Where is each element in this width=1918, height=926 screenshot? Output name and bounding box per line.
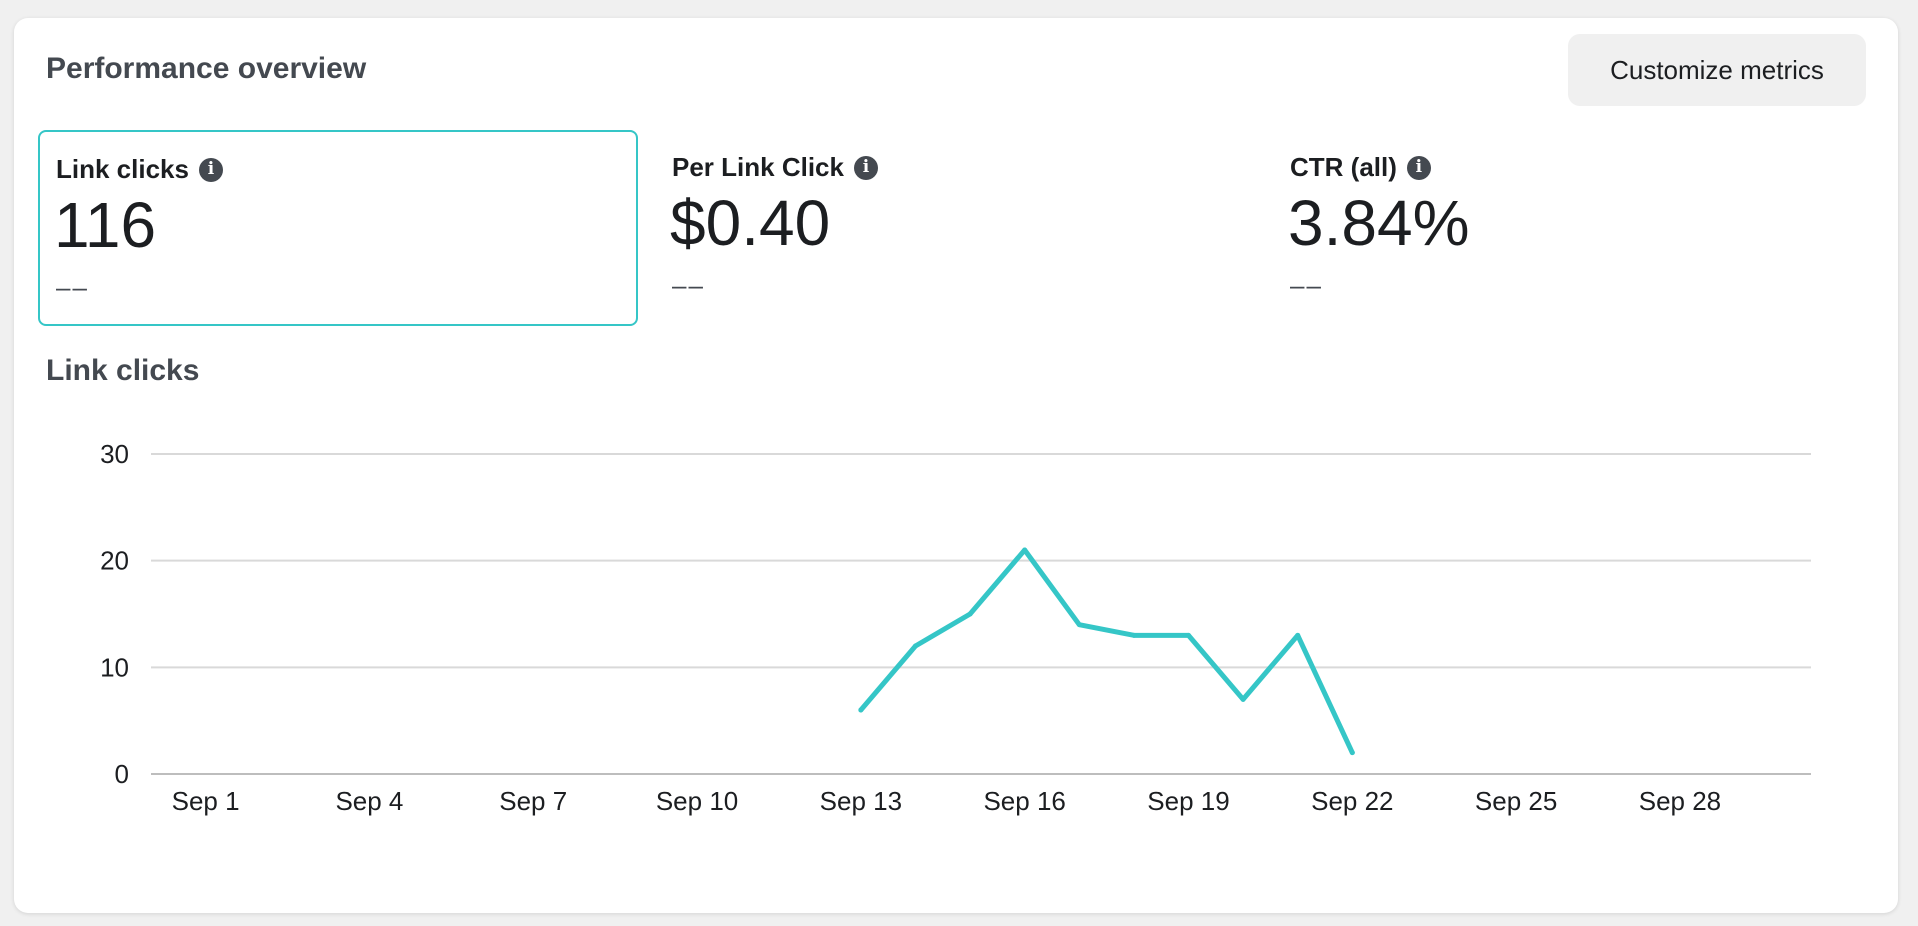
data-point — [1131, 632, 1137, 638]
metric-value: 116 — [54, 189, 157, 261]
x-tick-label: Sep 28 — [1639, 786, 1721, 816]
x-tick-label: Sep 19 — [1147, 786, 1229, 816]
data-point — [1349, 750, 1355, 756]
performance-overview-card: Performance overview Customize metrics L… — [14, 18, 1898, 913]
data-point — [1186, 632, 1191, 638]
metric-label: Per Link Click — [672, 152, 844, 182]
customize-metrics-button[interactable]: Customize metrics — [1568, 34, 1866, 106]
y-tick-label: 20 — [100, 546, 129, 576]
metric-comparison: –– — [672, 270, 705, 300]
metric-value: $0.40 — [670, 187, 831, 259]
page-title: Performance overview — [46, 52, 367, 85]
link-clicks-line-chart: 0 10 20 30 Sep 1 Sep 4 Sep 7 Sep 10 Sep 13 Sep 16… — [100, 439, 1811, 816]
data-point — [1240, 696, 1246, 702]
info-icon[interactable]: i — [853, 155, 878, 180]
metric-label: Link clicks — [56, 154, 189, 184]
x-tick-label: Sep 10 — [656, 786, 738, 816]
y-tick-label: 10 — [100, 652, 129, 682]
series-line — [858, 547, 1355, 756]
metric-value: 3.84% — [1288, 187, 1470, 259]
chart-title: Link clicks — [46, 354, 200, 387]
metric-card-link-clicks[interactable]: Link clicks i 116 –– — [38, 130, 638, 326]
x-tick-label: Sep 7 — [499, 786, 567, 816]
x-tick-label: Sep 1 — [172, 786, 240, 816]
metric-label: CTR (all) — [1290, 152, 1397, 182]
x-tick-label: Sep 4 — [335, 786, 403, 816]
info-icon[interactable]: i — [1406, 155, 1431, 180]
metric-comparison: –– — [1290, 270, 1323, 300]
data-point — [1076, 622, 1082, 628]
data-point — [1295, 632, 1301, 638]
metric-card-ctr-all[interactable]: CTR (all) i 3.84% –– — [1274, 130, 1874, 326]
data-point — [912, 643, 918, 649]
metric-card-per-link-click[interactable]: Per Link Click i $0.40 –– — [656, 130, 1256, 326]
x-tick-label: Sep 25 — [1475, 786, 1557, 816]
x-tick-label: Sep 16 — [983, 786, 1065, 816]
x-tick-label: Sep 22 — [1311, 786, 1393, 816]
metric-comparison: –– — [56, 272, 89, 302]
x-tick-label: Sep 13 — [820, 786, 902, 816]
data-point — [1022, 547, 1028, 553]
data-point — [858, 707, 864, 713]
y-tick-label: 30 — [100, 439, 129, 469]
info-icon[interactable]: i — [198, 157, 223, 182]
y-tick-label: 0 — [115, 759, 129, 789]
data-point — [967, 611, 973, 617]
